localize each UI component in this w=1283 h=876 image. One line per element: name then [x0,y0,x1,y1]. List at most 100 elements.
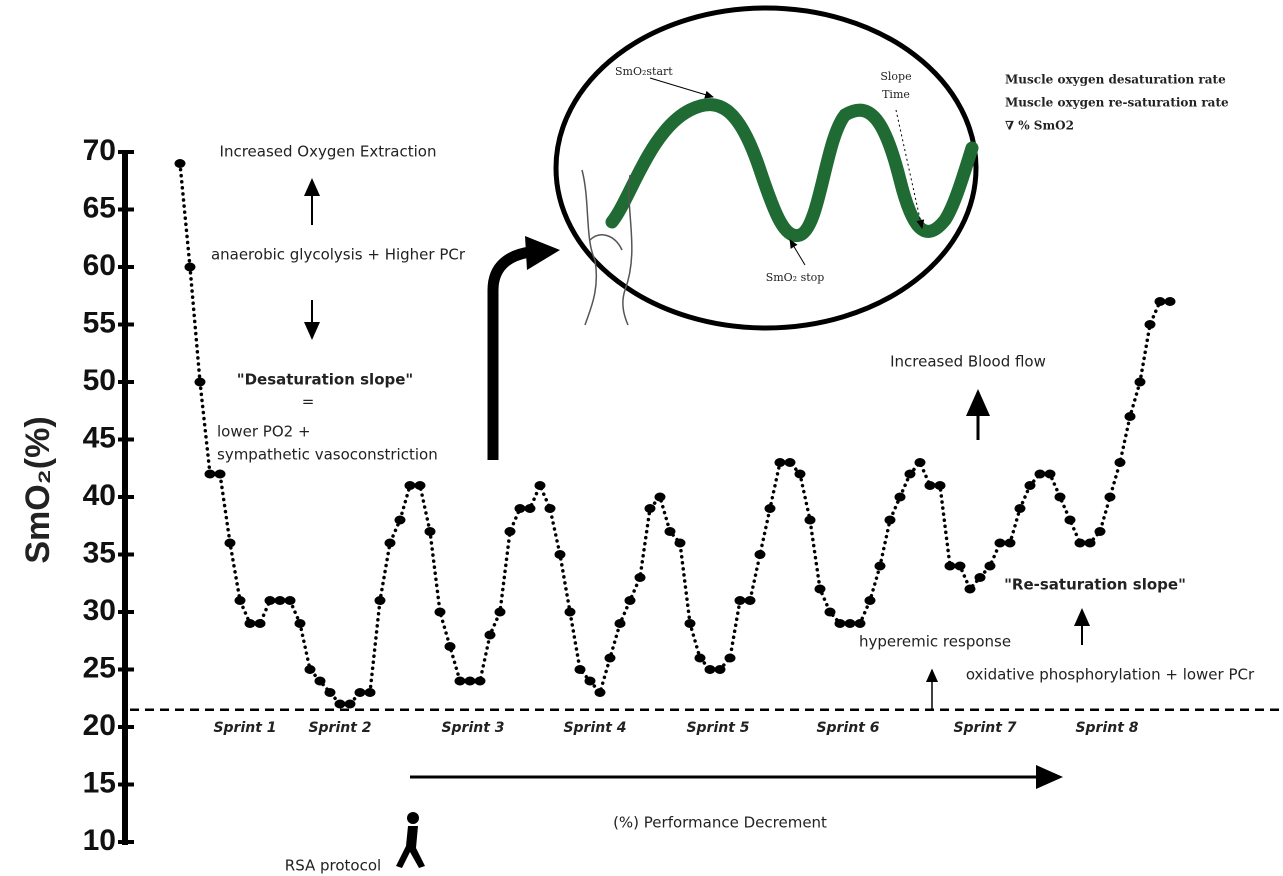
data-point [585,677,596,686]
sprint-label: Sprint 1 [213,720,276,736]
data-point [855,619,866,628]
data-point [1065,516,1076,525]
annotation: sympathetic vasoconstriction [217,446,438,464]
data-point [275,596,286,605]
data-point [875,562,886,571]
data-point [235,596,246,605]
data-point [755,550,766,559]
data-point [315,677,326,686]
annotation: hyperemic response [859,633,1011,651]
big-arrow [493,252,530,460]
data-point [845,619,856,628]
data-point [935,481,946,490]
y-tick-label: 65 [83,191,116,224]
inset-wave [612,105,972,236]
data-point [775,458,786,467]
y-tick-label: 15 [83,766,116,799]
inset-label: SmO₂start [615,65,673,78]
data-point [355,688,366,697]
data-point [865,596,876,605]
data-point [375,596,386,605]
data-point [765,504,776,513]
data-point [215,470,226,479]
data-point [825,608,836,617]
data-point [725,654,736,663]
data-point [385,539,396,548]
rate-label: Muscle oxygen re-saturation rate [1005,96,1229,110]
data-point [645,504,656,513]
data-point [665,527,676,536]
data-point [285,596,296,605]
data-point [305,665,316,674]
data-point [655,493,666,502]
y-tick-label: 30 [83,594,116,627]
data-point [1035,470,1046,479]
data-point [955,562,966,571]
data-point [345,700,356,709]
data-point [1155,297,1166,306]
annotation: Increased Oxygen Extraction [220,143,437,161]
data-point [195,378,206,387]
big-arrow-head [525,236,560,270]
data-point [745,596,756,605]
data-point [1025,481,1036,490]
data-point [395,516,406,525]
data-point [255,619,266,628]
data-point [445,642,456,651]
data-point [225,539,236,548]
data-point [925,481,936,490]
y-tick-label: 50 [83,364,116,397]
chart: SmO₂(%) 10152025303540455055606570Sprint… [0,0,1283,876]
data-point [905,470,916,479]
data-point [325,688,336,697]
data-point [515,504,526,513]
annotation: oxidative phosphorylation + lower PCr [966,666,1255,684]
arrow [790,240,805,265]
inset-label: Slope [880,70,911,83]
data-point [1015,504,1026,513]
data-point [425,527,436,536]
y-tick-label: 55 [83,306,116,339]
sprint-label: Sprint 6 [816,720,879,736]
rate-label: Muscle oxygen desaturation rate [1005,73,1226,87]
data-point [805,516,816,525]
data-point [695,654,706,663]
y-tick-label: 20 [83,709,116,742]
sprint-label: Sprint 3 [441,720,504,736]
y-tick-label: 25 [83,651,116,684]
data-point [885,516,896,525]
data-point [485,631,496,640]
data-point [415,481,426,490]
rate-label: ∇ % SmO2 [1005,119,1074,133]
data-point [265,596,276,605]
data-point [625,596,636,605]
data-point [1095,527,1106,536]
data-point [915,458,926,467]
data-point [985,562,996,571]
data-point [205,470,216,479]
data-point [1085,539,1096,548]
data-point [785,458,796,467]
data-point [615,619,626,628]
data-point [245,619,256,628]
data-point [545,504,556,513]
data-point [715,665,726,674]
sprint-label: Sprint 5 [686,720,749,736]
data-point [435,608,446,617]
data-point [1115,458,1126,467]
sprint-label: Sprint 4 [563,720,626,736]
sprint-label: Sprint 8 [1075,720,1138,736]
annotation: (%) Performance Decrement [613,814,827,832]
data-point [965,585,976,594]
data-point [975,573,986,582]
data-point [475,677,486,686]
data-point [835,619,846,628]
annotation: lower PO2 + [217,423,311,441]
data-point [1145,320,1156,329]
annotation: "Re-saturation slope" [1004,576,1186,594]
data-point [495,608,506,617]
y-tick-label: 40 [83,479,116,512]
data-point [465,677,476,686]
data-point [675,539,686,548]
annotation: anaerobic glycolysis + Higher PCr [211,246,466,264]
